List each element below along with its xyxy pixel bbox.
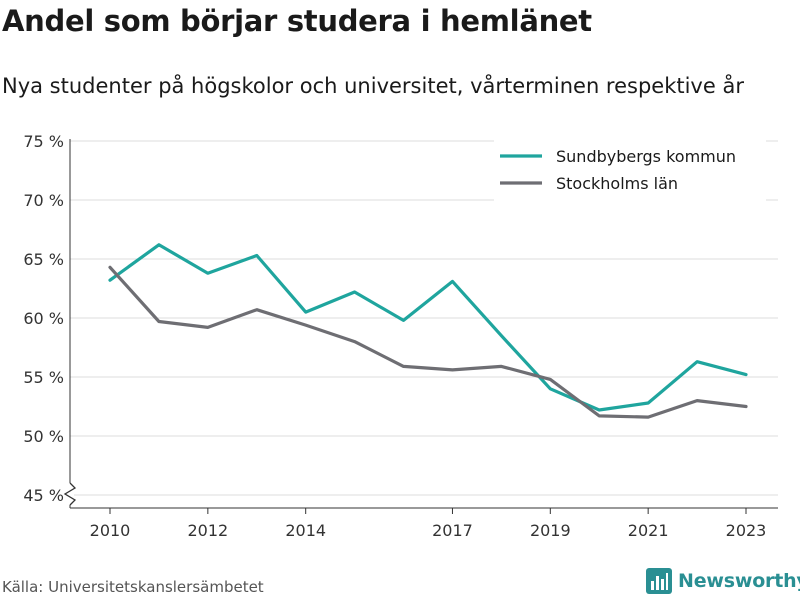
x-tick-label: 2014	[285, 521, 326, 540]
source-note: Källa: Universitetskanslersämbetet	[2, 578, 264, 596]
x-tick-label: 2023	[726, 521, 767, 540]
axis-break-icon	[63, 482, 77, 506]
y-tick-label: 65 %	[23, 250, 64, 269]
x-tick-label: 2010	[90, 521, 131, 540]
brand-logo[interactable]: Newsworthy	[646, 568, 800, 594]
x-tick-label: 2017	[432, 521, 473, 540]
y-tick-label: 50 %	[23, 427, 64, 446]
x-tick-label: 2021	[628, 521, 669, 540]
bar-chart-icon	[646, 568, 672, 594]
brand-name: Newsworthy	[678, 570, 800, 592]
chart-title: Andel som börjar studera i hemlänet	[2, 4, 592, 38]
series-line-2	[108, 265, 748, 419]
x-tick-label: 2012	[187, 521, 228, 540]
legend-label: Stockholms län	[556, 174, 678, 193]
y-tick-label: 60 %	[23, 309, 64, 328]
legend-box	[494, 138, 766, 202]
axis-break-mask	[66, 483, 74, 505]
y-tick-label: 45 %	[23, 486, 64, 505]
series-line-1	[108, 243, 748, 412]
legend-label: Sundbybergs kommun	[556, 147, 736, 166]
y-tick-label: 55 %	[23, 368, 64, 387]
y-tick-label: 70 %	[23, 191, 64, 210]
x-tick-label: 2019	[530, 521, 571, 540]
y-tick-label: 75 %	[23, 132, 64, 151]
chart-subtitle: Nya studenter på högskolor och universit…	[2, 74, 744, 98]
